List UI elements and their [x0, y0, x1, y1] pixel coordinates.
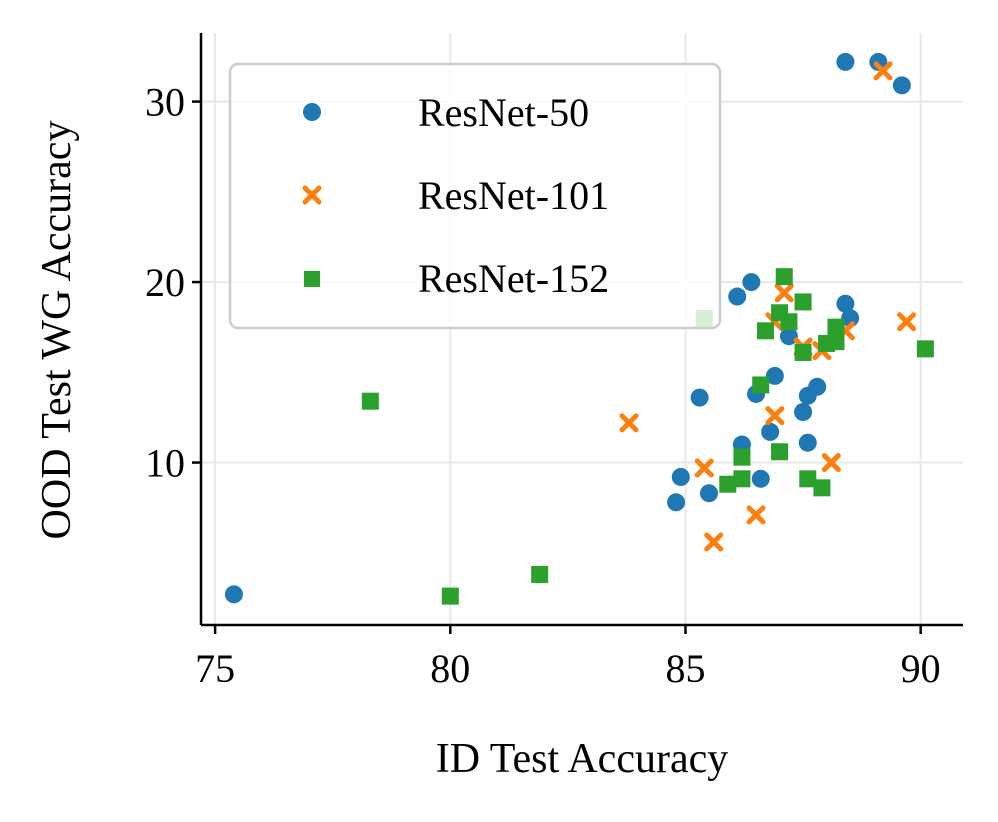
legend-label-resnet-101: ResNet-101: [418, 173, 609, 218]
point-resnet-101: [694, 458, 714, 478]
point-resnet-152: [771, 443, 789, 461]
legend-entry-resnet-50: ResNet-50: [303, 90, 589, 135]
x-axis-title: ID Test Accuracy: [436, 736, 729, 782]
ticks: 75 80 85 90 10 20 30: [145, 80, 941, 691]
point-resnet-50: [836, 294, 855, 313]
point-resnet-50: [892, 76, 911, 95]
point-resnet-50: [700, 484, 718, 503]
point-resnet-152: [756, 322, 774, 340]
point-resnet-50: [779, 327, 798, 346]
point-resnet-152: [733, 470, 751, 488]
point-resnet-50: [667, 493, 686, 512]
legend-frame: [228, 62, 722, 330]
point-resnet-152: [827, 333, 845, 351]
x-tick-label: 90: [901, 646, 941, 691]
point-resnet-50: [869, 52, 888, 71]
point-resnet-152: [361, 392, 379, 410]
y-tick-label: 10: [145, 441, 185, 486]
point-resnet-50: [761, 422, 780, 441]
y-axis-title: OOD Test WG Accuracy: [34, 121, 80, 540]
point-resnet-101: [619, 413, 639, 433]
point-resnet-50: [742, 273, 761, 292]
point-resnet-101: [873, 61, 893, 81]
point-resnet-152: [719, 475, 737, 493]
legend-marker-x: [302, 185, 322, 205]
point-resnet-50: [798, 433, 817, 452]
point-resnet-50: [765, 366, 784, 385]
point-resnet-101: [746, 505, 766, 525]
point-resnet-50: [728, 287, 747, 306]
point-resnet-152: [441, 587, 459, 605]
x-tick-label: 80: [430, 646, 470, 691]
y-tick-label: 30: [145, 80, 185, 125]
x-tick-label: 75: [195, 646, 235, 691]
point-resnet-152: [752, 376, 770, 394]
point-resnet-101: [704, 532, 724, 552]
point-resnet-101: [765, 406, 785, 426]
legend-entry-resnet-152: ResNet-152: [304, 256, 609, 301]
point-resnet-152: [780, 313, 798, 331]
point-resnet-50: [690, 388, 709, 407]
y-tick-label: 20: [145, 260, 185, 305]
legend-label-resnet-50: ResNet-50: [418, 90, 589, 135]
axes: [199, 33, 963, 627]
legend-label-resnet-152: ResNet-152: [418, 256, 609, 301]
x-tick-label: 85: [665, 646, 705, 691]
point-resnet-101: [774, 283, 794, 303]
point-resnet-101: [821, 453, 841, 473]
point-resnet-152: [799, 470, 817, 488]
point-resnet-152: [794, 293, 812, 311]
legend-marker-square: [304, 271, 320, 287]
point-resnet-50: [808, 377, 827, 396]
point-resnet-50: [751, 469, 770, 488]
point-resnet-50: [836, 52, 855, 71]
point-resnet-152: [813, 479, 831, 497]
series-resnet-50: [224, 52, 911, 604]
point-resnet-152: [794, 343, 812, 361]
point-resnet-50: [794, 403, 813, 422]
point-resnet-152: [733, 448, 751, 466]
series-resnet-152: [361, 268, 934, 605]
point-resnet-152: [916, 340, 934, 358]
legend-marker-circle: [303, 103, 321, 121]
point-resnet-152: [531, 565, 549, 583]
legend: ResNet-50 ResNet-101 ResNet-152: [228, 62, 722, 330]
legend-entry-resnet-101: ResNet-101: [302, 173, 609, 218]
data-points: [224, 52, 934, 605]
point-resnet-50: [224, 585, 243, 604]
point-resnet-101: [897, 312, 917, 332]
point-resnet-50: [671, 468, 690, 486]
point-resnet-152: [827, 318, 845, 336]
point-resnet-152: [775, 268, 793, 286]
